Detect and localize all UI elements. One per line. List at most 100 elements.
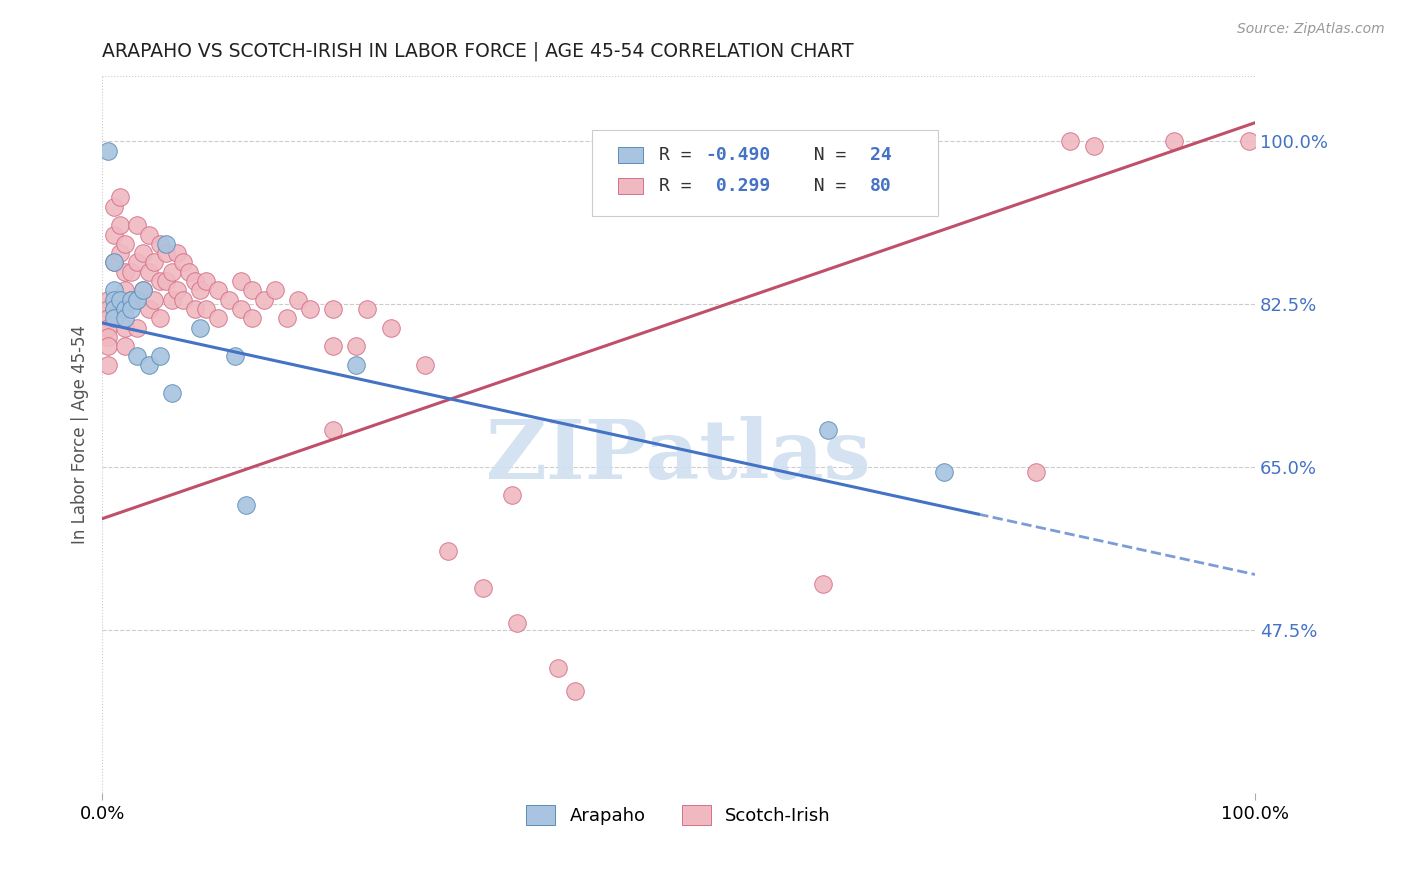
Point [149,349,172,363]
Point [264,284,287,298]
Point [125,293,148,307]
Point [218,293,240,307]
Point [97,320,120,334]
Point [287,293,309,307]
Point [166,284,188,298]
Point [564,684,586,698]
Point [190,320,212,334]
FancyBboxPatch shape [617,147,643,163]
Point [108,218,131,232]
Point [437,544,460,558]
Point [120,293,142,307]
Point [817,423,839,437]
Point [253,293,276,307]
Point [413,358,436,372]
Point [97,293,120,307]
Point [155,246,177,260]
Point [138,358,160,372]
Text: -0.490: -0.490 [706,146,770,164]
Point [138,301,160,316]
Text: 80: 80 [870,177,891,195]
Point [229,301,252,316]
Point [132,246,155,260]
Point [103,311,125,326]
Text: Source: ZipAtlas.com: Source: ZipAtlas.com [1237,22,1385,37]
Text: N =: N = [792,146,856,164]
Point [166,246,188,260]
Point [103,200,125,214]
Point [172,255,194,269]
Point [114,236,136,251]
Point [149,311,172,326]
Legend: Arapaho, Scotch-Irish: Arapaho, Scotch-Irish [517,796,839,835]
Point [1059,135,1081,149]
Point [190,284,212,298]
Point [160,265,183,279]
Point [195,274,218,288]
Point [103,255,125,269]
Point [97,330,120,344]
Point [120,293,142,307]
Point [97,301,120,316]
Point [97,339,120,353]
Point [471,582,494,596]
Point [138,227,160,242]
Point [380,320,402,334]
Text: 0.299: 0.299 [706,177,770,195]
Point [97,358,120,372]
FancyBboxPatch shape [617,178,643,194]
Point [547,660,569,674]
Point [1237,135,1260,149]
Point [155,236,177,251]
Point [149,236,172,251]
Point [114,265,136,279]
Point [103,293,125,307]
Point [207,284,229,298]
Point [183,301,205,316]
Point [125,255,148,269]
Point [143,255,166,269]
Point [108,293,131,307]
Point [276,311,298,326]
Point [501,488,523,502]
Point [344,358,367,372]
Text: ARAPAHO VS SCOTCH-IRISH IN LABOR FORCE | AGE 45-54 CORRELATION CHART: ARAPAHO VS SCOTCH-IRISH IN LABOR FORCE |… [103,42,853,62]
Point [114,301,136,316]
Point [224,349,246,363]
Point [125,218,148,232]
Point [235,498,257,512]
Point [160,293,183,307]
Point [143,293,166,307]
Point [240,284,263,298]
Point [120,301,142,316]
Point [811,576,834,591]
Point [183,274,205,288]
Point [177,265,200,279]
Point [114,301,136,316]
Point [125,349,148,363]
Text: ZIPatlas: ZIPatlas [486,417,872,496]
Point [506,615,529,630]
Point [132,284,155,298]
Point [155,274,177,288]
Point [322,423,344,437]
Point [103,227,125,242]
Point [108,190,131,204]
Text: R =: R = [659,177,703,195]
Point [240,311,263,326]
Point [1025,465,1047,479]
Point [298,301,321,316]
Point [132,284,155,298]
Point [322,301,344,316]
Text: R =: R = [659,146,703,164]
Point [120,265,142,279]
Point [1163,135,1185,149]
Point [1083,139,1105,153]
Point [97,311,120,326]
Point [114,284,136,298]
Point [149,274,172,288]
Point [322,339,344,353]
Point [160,385,183,400]
Point [103,284,125,298]
Point [114,311,136,326]
